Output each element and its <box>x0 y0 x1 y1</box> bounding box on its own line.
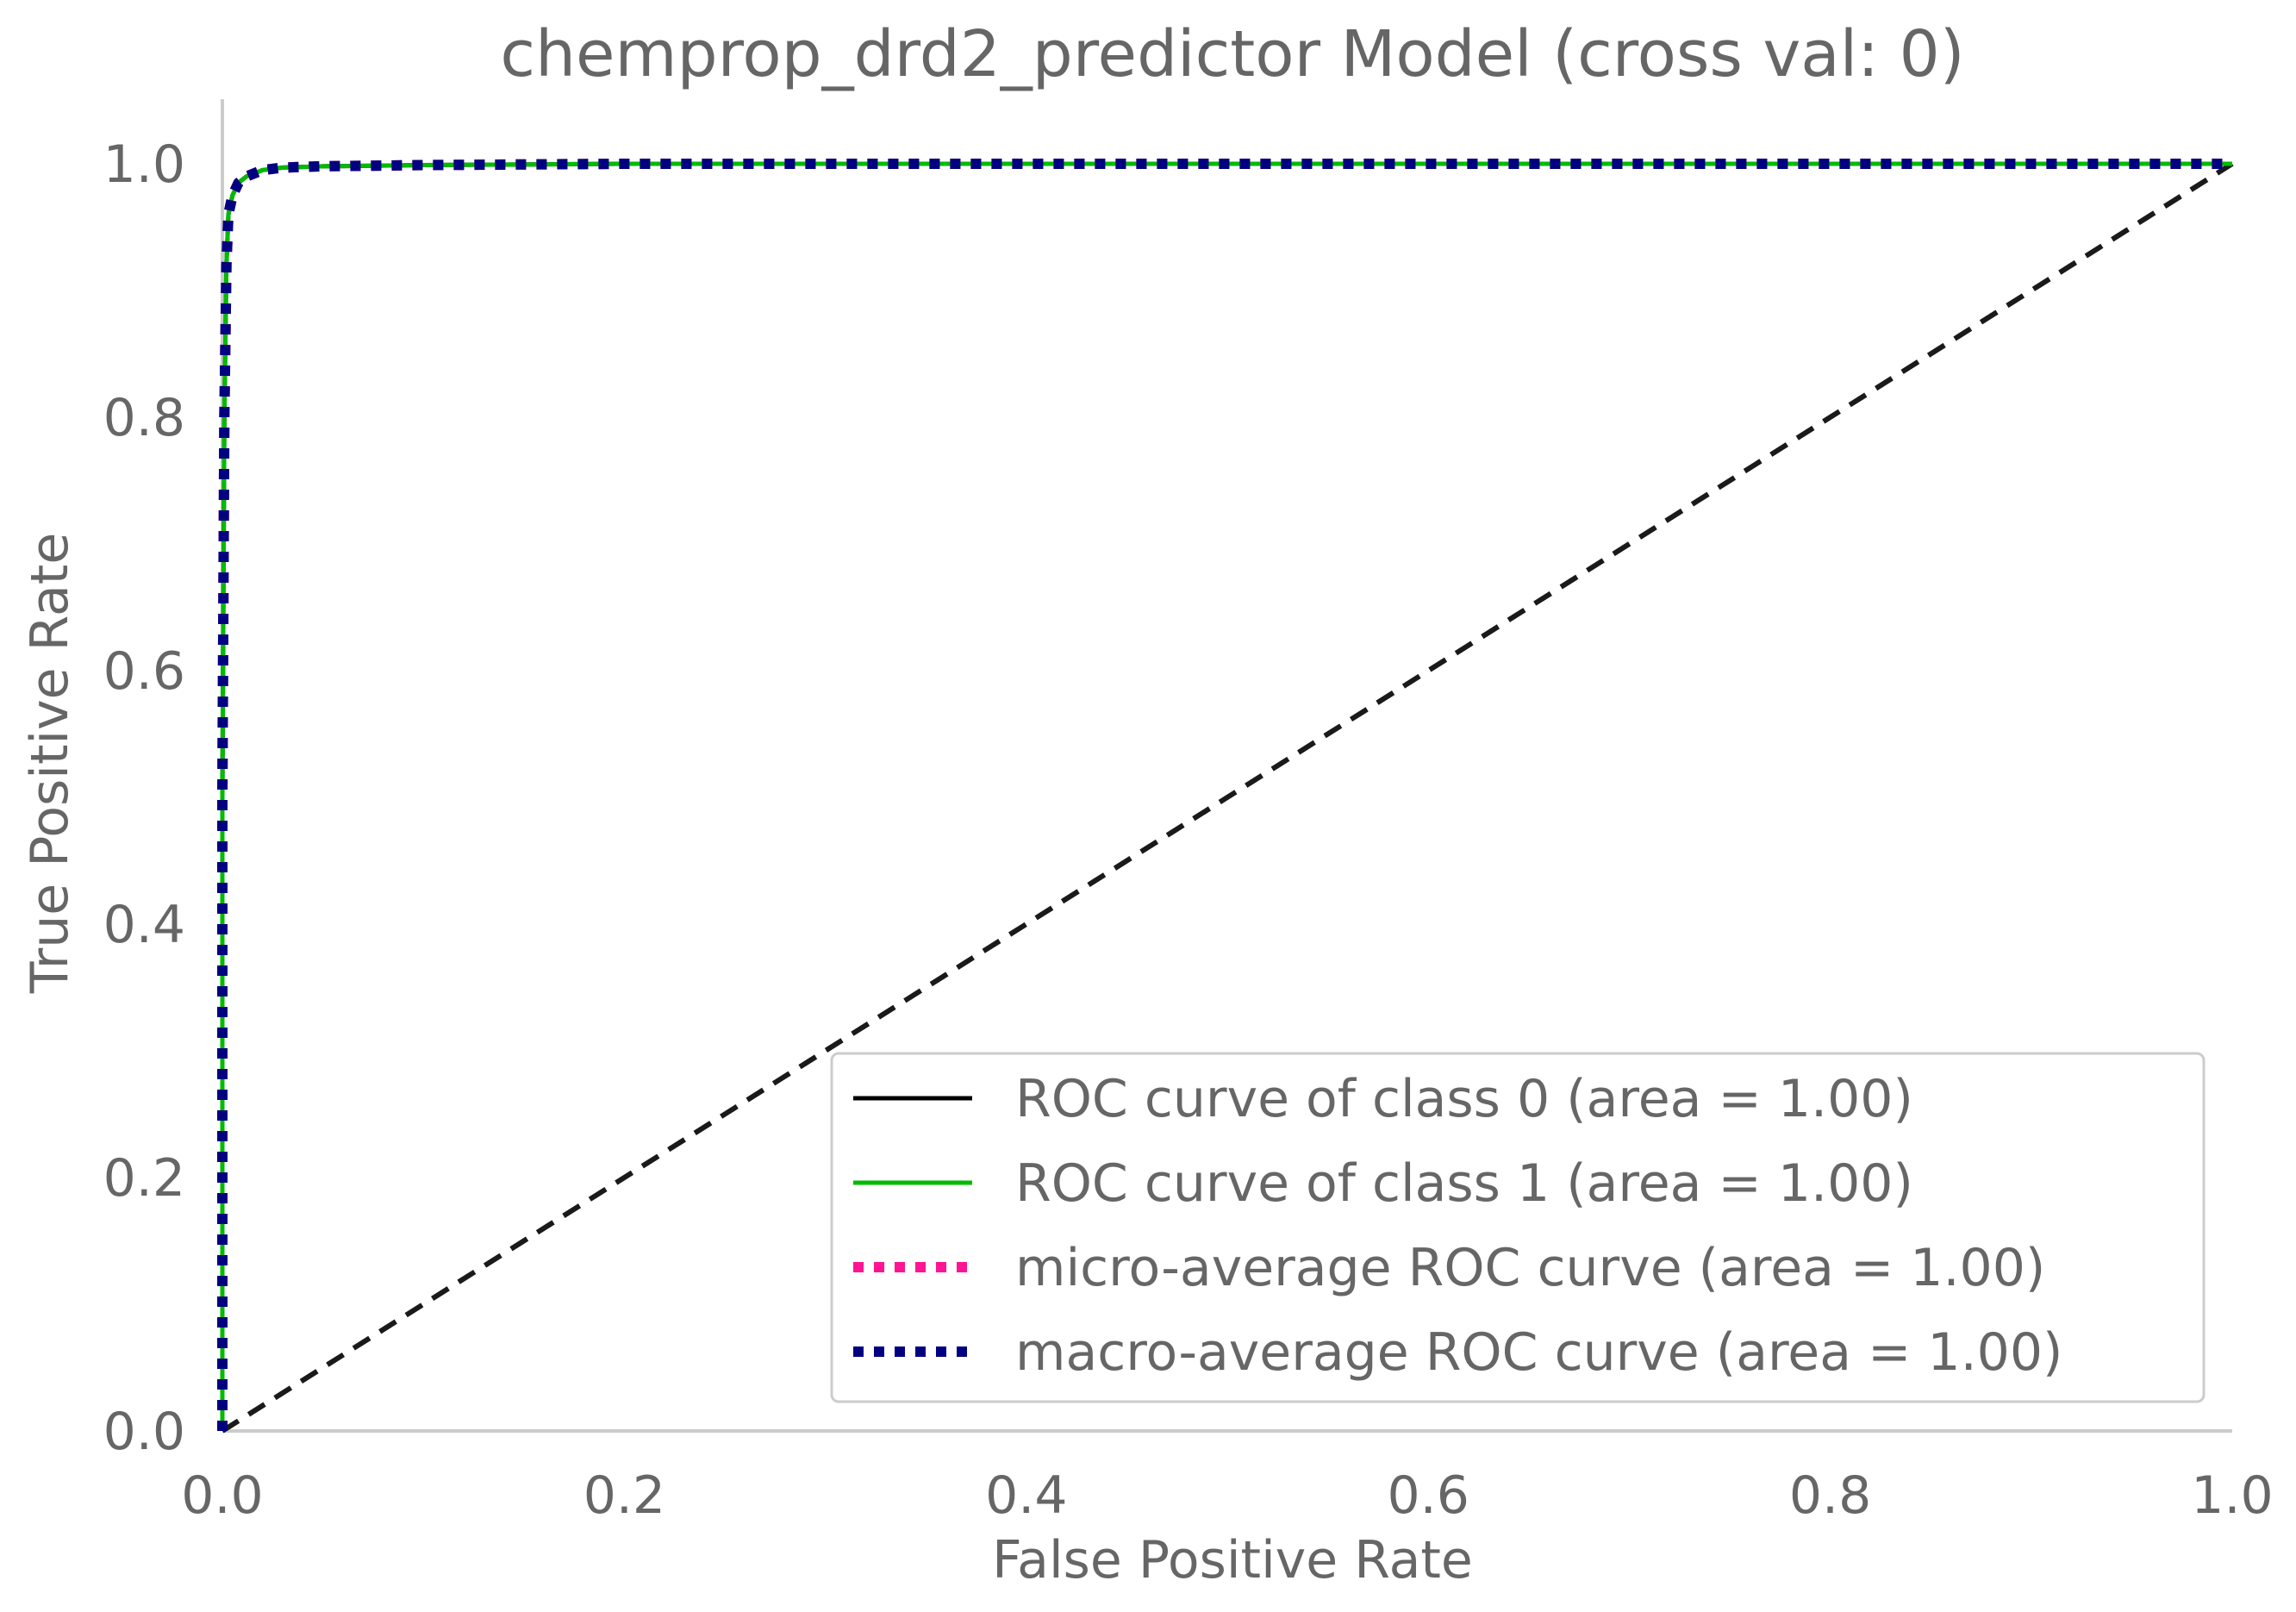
x-tick-label: 0.8 <box>1789 1465 1871 1526</box>
legend-label: ROC curve of class 1 (area = 1.00) <box>1015 1153 1913 1214</box>
macro-average-roc-line <box>217 159 2232 1431</box>
legend-label: ROC curve of class 0 (area = 1.00) <box>1015 1069 1913 1129</box>
y-tick-label: 0.6 <box>103 641 185 702</box>
x-axis-label: False Positive Rate <box>992 1530 1473 1590</box>
series-layer <box>217 159 2234 1434</box>
x-tick-label: 0.4 <box>985 1465 1067 1526</box>
y-tick-label: 0.2 <box>103 1148 185 1209</box>
axis-ticks: 0.0 0.2 0.4 0.6 0.8 1.0 0.0 0.2 0.4 0.6 0.8 1.0 <box>103 134 2274 1526</box>
y-tick-label: 0.8 <box>103 388 185 448</box>
x-tick-label: 1.0 <box>2191 1465 2273 1526</box>
y-axis-label: True Positive Rate <box>20 533 80 994</box>
chart-title: chemprop_drd2_predictor Model (cross val… <box>500 17 1964 91</box>
y-tick-label: 0.4 <box>103 895 185 955</box>
y-tick-label: 0.0 <box>103 1402 185 1462</box>
legend-label: macro-average ROC curve (area = 1.00) <box>1015 1322 2062 1383</box>
legend-label: micro-average ROC curve (area = 1.00) <box>1015 1238 2045 1298</box>
y-tick-label: 1.0 <box>103 134 185 195</box>
x-tick-label: 0.6 <box>1387 1465 1469 1526</box>
x-tick-label: 0.0 <box>181 1465 263 1526</box>
chance-diagonal-line <box>221 161 2234 1434</box>
legend: ROC curve of class 0 (area = 1.00) ROC cu… <box>830 1052 2206 1403</box>
legend-frame <box>830 1052 2206 1403</box>
x-tick-label: 0.2 <box>583 1465 665 1526</box>
